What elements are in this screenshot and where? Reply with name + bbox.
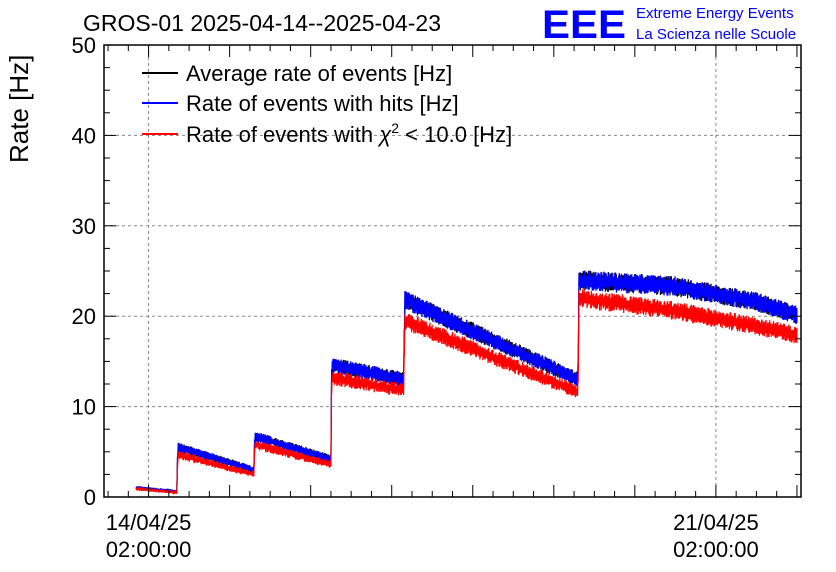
x-tick-date: 14/04/25 [106, 510, 192, 535]
y-tick-label: 50 [72, 33, 96, 58]
series-line-2 [135, 289, 798, 496]
legend-label-chi2: Rate of events with χ2 < 10.0 [Hz] [186, 120, 512, 147]
legend: Average rate of events [Hz] Rate of even… [142, 61, 512, 147]
y-tick-label: 40 [72, 123, 96, 148]
chart-title: GROS-01 2025-04-14--2025-04-23 [83, 10, 441, 36]
series-layer [135, 270, 798, 496]
legend-label-hits: Rate of events with hits [Hz] [186, 91, 459, 116]
eee-logo-mark: EEE [542, 3, 626, 47]
eee-logo-line1: Extreme Energy Events [636, 5, 794, 22]
y-tick-label: 20 [72, 304, 96, 329]
x-tick-time: 02:00:00 [106, 537, 192, 562]
legend-label-average: Average rate of events [Hz] [186, 61, 452, 86]
axes: 0102030405014/04/2502:00:0021/04/2502:00… [72, 33, 802, 562]
y-tick-label: 30 [72, 214, 96, 239]
series-line-1 [135, 270, 798, 494]
x-tick-date: 21/04/25 [673, 510, 759, 535]
series-line-0 [135, 270, 798, 493]
y-axis-label: Rate [Hz] [4, 55, 34, 163]
eee-logo-line2: La Scienza nelle Scuole [636, 26, 796, 43]
x-tick-time: 02:00:00 [673, 537, 759, 562]
eee-logo: EEE Extreme Energy Events La Scienza nel… [542, 3, 796, 47]
plot-frame [103, 44, 802, 498]
y-tick-label: 10 [72, 395, 96, 420]
y-tick-label: 0 [84, 485, 96, 510]
